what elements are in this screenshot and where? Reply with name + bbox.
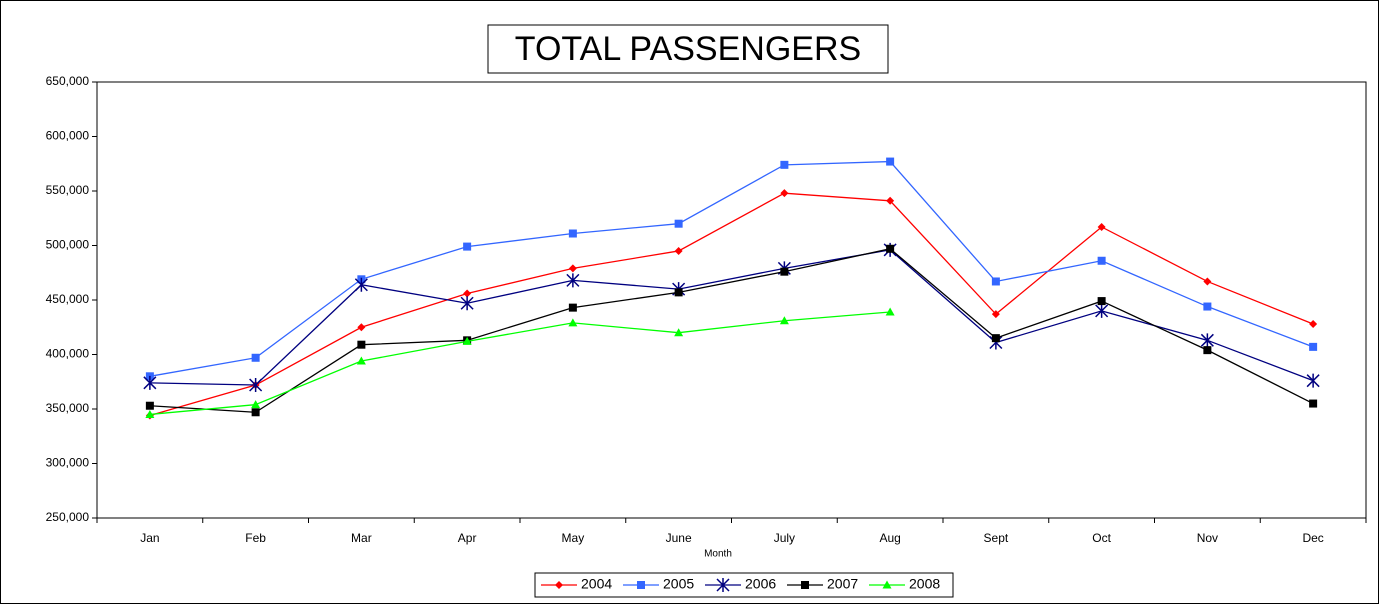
marker (463, 242, 472, 251)
marker (886, 157, 895, 166)
marker (1309, 342, 1318, 351)
x-tick-label: Aug (879, 531, 900, 545)
marker (566, 273, 580, 288)
y-tick-label: 300,000 (46, 456, 90, 470)
marker (780, 160, 789, 169)
y-tick-label: 450,000 (46, 292, 90, 306)
y-tick-label: 400,000 (46, 347, 90, 361)
marker (801, 581, 809, 589)
plot-area (96, 81, 1367, 519)
series-line (149, 160, 1314, 377)
marker (460, 296, 474, 311)
x-tick-label: Feb (245, 531, 266, 545)
marker (145, 401, 154, 410)
y-tick-label: 350,000 (46, 401, 90, 415)
legend-label: 2007 (827, 576, 858, 592)
marker (1200, 333, 1214, 348)
marker (1097, 297, 1106, 306)
marker (1097, 222, 1106, 231)
marker (356, 356, 366, 365)
marker (1309, 399, 1318, 408)
marker (145, 409, 155, 418)
marker (780, 189, 789, 198)
legend-label: 2008 (909, 576, 940, 592)
marker (568, 229, 577, 238)
marker (251, 353, 260, 362)
x-tick-label: Jan (140, 531, 159, 545)
marker (991, 334, 1000, 343)
legend-label: 2004 (581, 576, 612, 592)
marker (357, 340, 366, 349)
x-tick-label: June (666, 531, 692, 545)
marker (555, 581, 563, 589)
series-line (149, 192, 1314, 417)
marker (251, 408, 260, 417)
marker (251, 400, 261, 409)
marker (354, 277, 368, 292)
x-tick-label: July (774, 531, 795, 545)
marker (674, 328, 684, 337)
series-line (149, 248, 1314, 413)
x-tick-label: May (562, 531, 585, 545)
x-tick-label: Mar (351, 531, 372, 545)
marker (143, 375, 157, 390)
x-tick-label: Apr (458, 531, 477, 545)
marker (637, 581, 645, 589)
marker (780, 267, 789, 276)
y-tick-label: 550,000 (46, 183, 90, 197)
marker (779, 316, 789, 325)
legend-label: 2005 (663, 576, 694, 592)
marker (568, 264, 577, 273)
marker (991, 277, 1000, 286)
marker (886, 196, 895, 205)
marker (991, 310, 1000, 319)
x-tick-label: Nov (1197, 531, 1218, 545)
series-line (149, 249, 1314, 386)
marker (462, 336, 472, 345)
marker (674, 246, 683, 255)
marker (1306, 373, 1320, 388)
legend: 2004 2005 2006 2007 2008 (534, 572, 954, 598)
legend-label: 2006 (745, 576, 776, 592)
x-tick-label: Dec (1302, 531, 1323, 545)
y-tick-label: 500,000 (46, 238, 90, 252)
marker (1203, 277, 1212, 286)
marker (568, 318, 578, 327)
title-box (487, 24, 889, 74)
marker (885, 307, 895, 316)
marker (1309, 319, 1318, 328)
marker (1095, 303, 1109, 318)
x-axis-label: Month (704, 549, 732, 560)
y-tick-label: 650,000 (46, 74, 90, 88)
marker (1203, 346, 1212, 355)
marker (886, 244, 895, 253)
marker (882, 580, 892, 589)
marker (463, 289, 472, 298)
marker (357, 323, 366, 332)
marker (674, 288, 683, 297)
marker (568, 303, 577, 312)
marker (249, 378, 263, 393)
x-tick-label: Oct (1092, 531, 1111, 545)
marker (716, 578, 730, 592)
marker (1097, 256, 1106, 265)
marker (1203, 302, 1212, 311)
chart-title: TOTAL PASSENGERS (515, 30, 861, 68)
marker (674, 219, 683, 228)
x-tick-label: Sept (984, 531, 1009, 545)
y-tick-label: 250,000 (46, 510, 90, 524)
series-line (149, 311, 891, 416)
y-tick-label: 600,000 (46, 129, 90, 143)
